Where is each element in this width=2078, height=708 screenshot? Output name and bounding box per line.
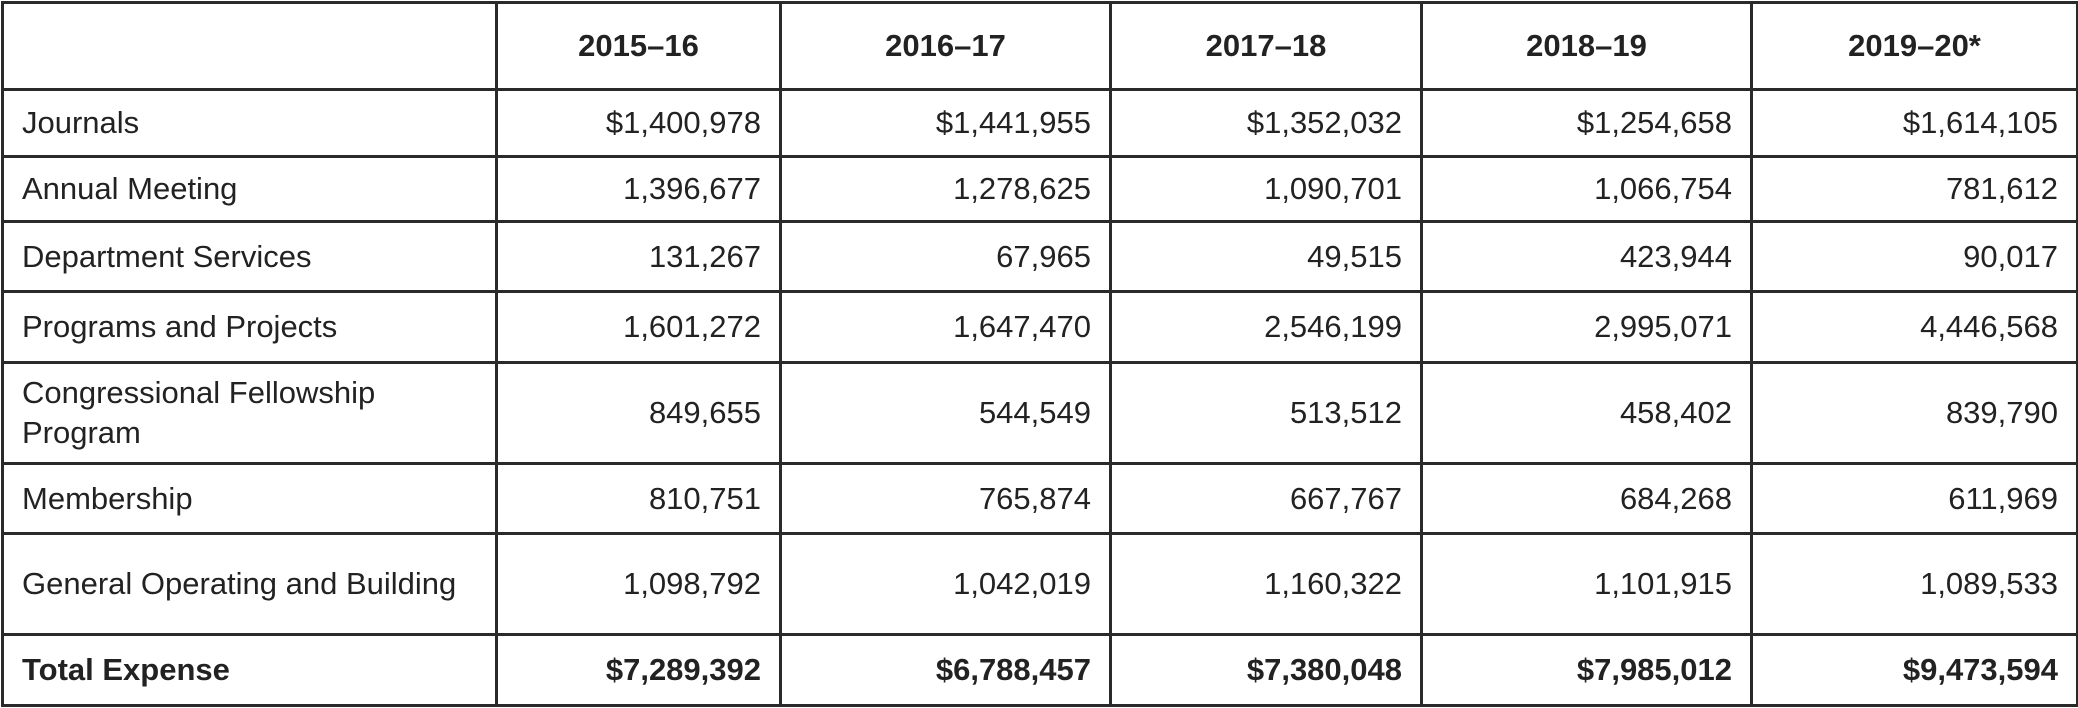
cell-value: $1,614,105 xyxy=(1750,88,2078,158)
header-row: 2015–16 2016–17 2017–18 2018–19 2019–20* xyxy=(1,1,2078,91)
corner-cell xyxy=(1,1,498,91)
data-row: Department Services 131,267 67,965 49,515 42… xyxy=(1,220,2078,293)
cell-value: 611,969 xyxy=(1750,462,2078,535)
cell-value: 2,995,071 xyxy=(1420,290,1753,364)
data-row: Journals $1,400,978 $1,441,955 $1,352,032 $1… xyxy=(1,88,2078,158)
cell-value: 544,549 xyxy=(779,361,1112,465)
cell-value: $6,788,457 xyxy=(779,633,1112,707)
cell-value: 90,017 xyxy=(1750,220,2078,293)
cell-value: 1,098,792 xyxy=(495,532,782,636)
cell-value: $7,289,392 xyxy=(495,633,782,707)
cell-value: 849,655 xyxy=(495,361,782,465)
cell-value: $7,380,048 xyxy=(1109,633,1423,707)
cell-value: 1,089,533 xyxy=(1750,532,2078,636)
column-header: 2016–17 xyxy=(779,1,1112,91)
cell-value: 1,160,322 xyxy=(1109,532,1423,636)
cell-value: 839,790 xyxy=(1750,361,2078,465)
cell-value: 1,396,677 xyxy=(495,155,782,223)
row-label: Annual Meeting xyxy=(1,155,498,223)
cell-value: 1,278,625 xyxy=(779,155,1112,223)
cell-value: $7,985,012 xyxy=(1420,633,1753,707)
cell-value: $1,400,978 xyxy=(495,88,782,158)
cell-value: 1,090,701 xyxy=(1109,155,1423,223)
column-header: 2017–18 xyxy=(1109,1,1423,91)
cell-value: 1,601,272 xyxy=(495,290,782,364)
row-label: Journals xyxy=(1,88,498,158)
cell-value: 684,268 xyxy=(1420,462,1753,535)
cell-value: 1,647,470 xyxy=(779,290,1112,364)
data-row: Membership 810,751 765,874 667,767 684,268 61… xyxy=(1,462,2078,535)
row-label: Total Expense xyxy=(1,633,498,707)
cell-value: 1,042,019 xyxy=(779,532,1112,636)
row-label: Congressional Fellowship Program xyxy=(1,361,498,465)
cell-value: $1,441,955 xyxy=(779,88,1112,158)
cell-value: 458,402 xyxy=(1420,361,1753,465)
cell-value: 765,874 xyxy=(779,462,1112,535)
cell-value: 423,944 xyxy=(1420,220,1753,293)
data-row: Programs and Projects 1,601,272 1,647,470 2… xyxy=(1,290,2078,364)
cell-value: 810,751 xyxy=(495,462,782,535)
cell-value: 67,965 xyxy=(779,220,1112,293)
cell-value: 667,767 xyxy=(1109,462,1423,535)
cell-value: 4,446,568 xyxy=(1750,290,2078,364)
data-row: Congressional Fellowship Program 849,655 5… xyxy=(1,361,2078,465)
row-label: General Operating and Building xyxy=(1,532,498,636)
row-label: Programs and Projects xyxy=(1,290,498,364)
cell-value: 1,066,754 xyxy=(1420,155,1753,223)
total-row: Total Expense $7,289,392 $6,788,457 $7,380,… xyxy=(1,633,2078,707)
cell-value: $9,473,594 xyxy=(1750,633,2078,707)
column-header: 2019–20* xyxy=(1750,1,2078,91)
cell-value: 513,512 xyxy=(1109,361,1423,465)
data-row: Annual Meeting 1,396,677 1,278,625 1,090,70… xyxy=(1,155,2078,223)
data-row: General Operating and Building 1,098,792 1… xyxy=(1,532,2078,636)
column-header: 2015–16 xyxy=(495,1,782,91)
cell-value: 1,101,915 xyxy=(1420,532,1753,636)
cell-value: 131,267 xyxy=(495,220,782,293)
column-header: 2018–19 xyxy=(1420,1,1753,91)
cell-value: 49,515 xyxy=(1109,220,1423,293)
row-label: Department Services xyxy=(1,220,498,293)
cell-value: 781,612 xyxy=(1750,155,2078,223)
cell-value: $1,254,658 xyxy=(1420,88,1753,158)
cell-value: $1,352,032 xyxy=(1109,88,1423,158)
cell-value: 2,546,199 xyxy=(1109,290,1423,364)
row-label: Membership xyxy=(1,462,498,535)
